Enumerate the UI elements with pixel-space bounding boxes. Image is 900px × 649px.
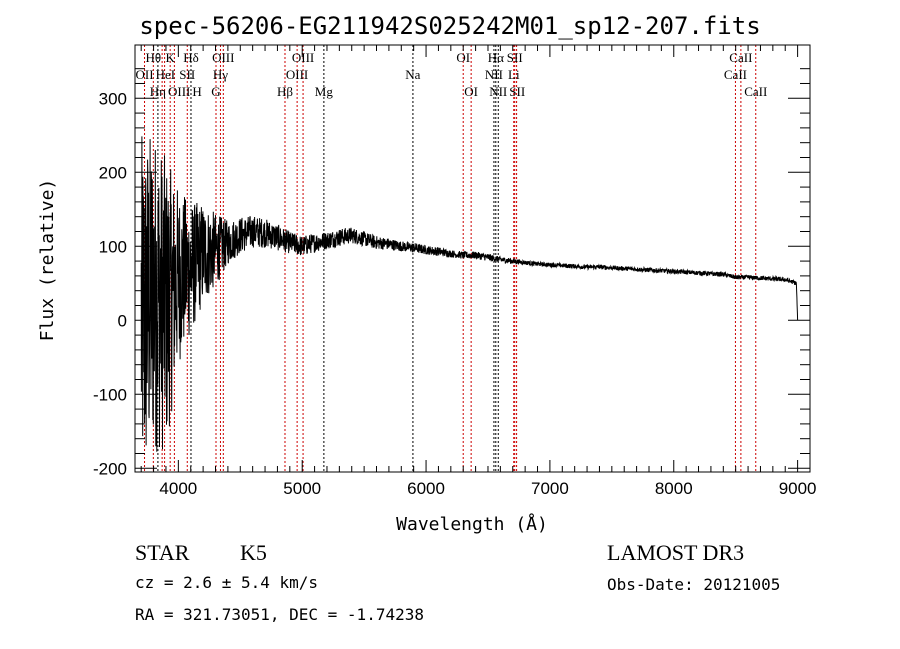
spectral-line-label: SII (507, 50, 523, 65)
plot-frame (134, 44, 811, 473)
spectral-line-label: CaII (729, 50, 752, 65)
y-axis-label: Flux (relative) (37, 179, 58, 342)
y-tick-label: -200 (93, 459, 127, 478)
spectral-line-label: Hα (488, 50, 504, 65)
ra-dec-coordinates: RA = 321.73051, DEC = -1.74238 (135, 605, 424, 624)
x-tick-label: 5000 (283, 479, 321, 498)
spectral-line-label: G (211, 84, 220, 99)
spectral-line-label: OIII (168, 84, 190, 99)
x-tick-label: 9000 (779, 479, 817, 498)
spectral-line-label: HeI (156, 67, 176, 82)
y-tick-label: 300 (99, 89, 127, 108)
spectral-line-label: Hδ (183, 50, 199, 65)
spectral-line-label: K (166, 50, 176, 65)
x-tick-label: 4000 (159, 479, 197, 498)
x-axis-label: Wavelength (Å) (396, 513, 548, 535)
spectral-line-label: CaII (724, 67, 747, 82)
spectral-line-label: CaII (744, 84, 767, 99)
spectral-line-label: OI (456, 50, 470, 65)
spectral-line-label: OIII (286, 67, 308, 82)
spectral-line-label: H (192, 84, 201, 99)
y-tick-label: 0 (118, 311, 127, 330)
spectral-line-label: SII (179, 67, 195, 82)
spectral-line-label: OIII (212, 50, 234, 65)
x-tick-label: 6000 (407, 479, 445, 498)
y-tick-label: 200 (99, 163, 127, 182)
spectral-line-label: SII (509, 84, 525, 99)
chart-title: spec-56206-EG211942S025242M01_sp12-207.f… (139, 12, 760, 40)
redshift-cz: cz = 2.6 ± 5.4 km/s (135, 573, 318, 592)
observation-date: Obs-Date: 20121005 (607, 575, 780, 594)
spectral-line-label: Hβ (277, 84, 293, 99)
spectral-line-label: OII (136, 67, 154, 82)
survey-name: LAMOST DR3 (607, 540, 744, 565)
spectral-line-label: Hη (150, 84, 166, 99)
spectral-line-label: Li (508, 67, 520, 82)
spectral-line-label: OI (464, 84, 478, 99)
spectral-line-label: Hθ (146, 50, 162, 65)
object-subclass: K5 (240, 540, 267, 565)
spectral-line-label: NII (485, 67, 503, 82)
spectrum-line (140, 136, 799, 452)
spectral-line-label: Mg (315, 84, 334, 99)
x-tick-label: 8000 (655, 479, 693, 498)
spectral-line-label: OIII (292, 50, 314, 65)
spectral-line-label: NII (489, 84, 507, 99)
x-tick-label: 7000 (531, 479, 569, 498)
spectral-line-label: Hγ (213, 67, 228, 82)
y-tick-label: 100 (99, 237, 127, 256)
object-class: STAR (135, 540, 190, 565)
y-tick-label: -100 (93, 385, 127, 404)
spectral-line-label: Na (405, 67, 420, 82)
